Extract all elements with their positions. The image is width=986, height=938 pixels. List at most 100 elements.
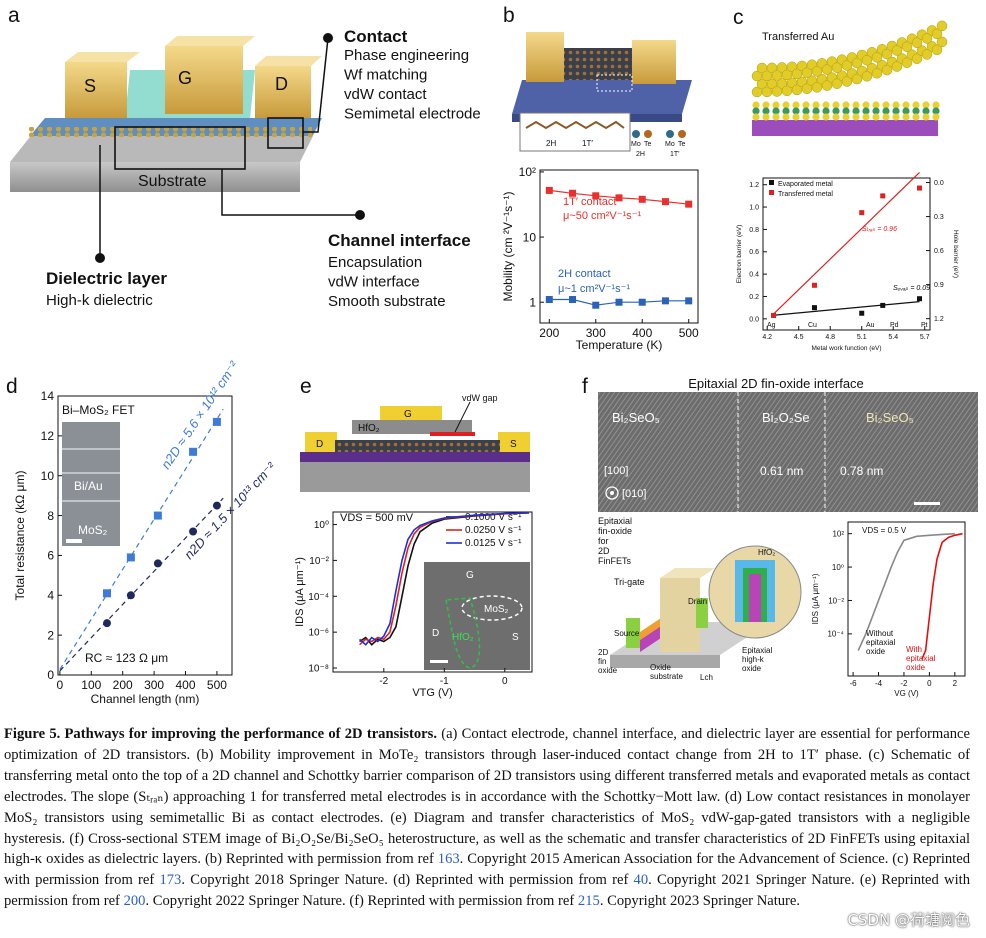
atom bbox=[792, 101, 800, 109]
y-tick-label: 0.2 bbox=[749, 294, 759, 301]
inset-label: G bbox=[466, 570, 474, 581]
annotation: μ~1 cm²V⁻¹s⁻¹ bbox=[558, 283, 630, 295]
marker bbox=[212, 417, 221, 426]
atom-legend: Mo bbox=[665, 141, 675, 148]
y-tick-label: 10⁻⁸ bbox=[308, 664, 329, 675]
y-tick-label: 1 bbox=[529, 295, 536, 309]
callout-item: vdW interface bbox=[328, 274, 420, 291]
series-line bbox=[359, 512, 530, 646]
caption-ref[interactable]: 215 bbox=[577, 893, 600, 910]
legend-swatch bbox=[769, 180, 774, 185]
atom bbox=[832, 113, 840, 121]
caption-ref[interactable]: 173 bbox=[159, 872, 182, 889]
callout-item: Encapsulation bbox=[328, 254, 422, 271]
au-atom bbox=[821, 80, 833, 91]
y-tick-label: 0 bbox=[47, 668, 54, 682]
au-atom bbox=[891, 61, 903, 72]
inset-label: MoS₂ bbox=[484, 604, 509, 615]
callout-title: Contact bbox=[344, 27, 408, 46]
y-tick-label: 10⁰ bbox=[314, 520, 329, 531]
x-tick-label: 5.7 bbox=[920, 334, 930, 341]
y-axis-label: Electron barrier (eV) bbox=[736, 225, 743, 284]
atom bbox=[882, 101, 890, 109]
fit-line bbox=[773, 172, 920, 315]
au-atom bbox=[851, 57, 863, 69]
atom bbox=[832, 107, 840, 115]
annotation: Ag bbox=[767, 322, 776, 329]
y-tick-label: 14 bbox=[41, 389, 55, 403]
stem-label: 0.61 nm bbox=[760, 464, 803, 478]
atom bbox=[822, 113, 830, 121]
au-atom bbox=[861, 71, 873, 82]
stem-label: Bi₂SeO₅ bbox=[612, 410, 660, 425]
x-tick-label: 300 bbox=[586, 326, 606, 340]
stem-label: 0.78 nm bbox=[840, 464, 883, 478]
atom-legend: Te bbox=[678, 141, 686, 148]
annotation: Sₑᵥₐₚ = 0.09 bbox=[893, 285, 930, 292]
atom bbox=[872, 113, 880, 121]
au-atom bbox=[911, 37, 923, 48]
device-label: vdW gap bbox=[462, 393, 498, 403]
y-tick-label: 10 bbox=[523, 230, 537, 244]
atom bbox=[772, 101, 780, 109]
caption-ref[interactable]: 163 bbox=[437, 851, 460, 868]
caption-text: . Copyright 2023 Springer Nature. bbox=[599, 893, 801, 910]
marker bbox=[189, 447, 198, 456]
atom bbox=[872, 101, 880, 109]
legend-swatch bbox=[769, 190, 774, 195]
x-axis-label: Metal work function (eV) bbox=[811, 345, 881, 352]
device-a bbox=[10, 33, 365, 263]
au-atom bbox=[891, 45, 903, 56]
atom bbox=[842, 107, 850, 115]
inset-label: S bbox=[512, 632, 519, 643]
callout-title: Dielectric layer bbox=[46, 269, 167, 288]
caption-ref[interactable]: 200 bbox=[123, 893, 146, 910]
marker bbox=[859, 310, 865, 316]
caption-title: Figure 5. Pathways for improving the per… bbox=[4, 726, 437, 742]
y-tick-label: 12 bbox=[41, 429, 55, 443]
y-tick-label: 1.0 bbox=[749, 205, 759, 212]
y-axis-label: IDS (μA μm⁻¹) bbox=[294, 557, 306, 627]
au-atom bbox=[861, 55, 873, 66]
device-label: S bbox=[510, 439, 517, 450]
y-axis-label: Mobility (cm ²V⁻¹s⁻¹) bbox=[501, 192, 515, 302]
y-tick-label: 10⁻⁶ bbox=[308, 628, 329, 639]
marker bbox=[126, 591, 135, 600]
y-tick-label: 10⁻² bbox=[828, 596, 844, 605]
caption-text: (a) Contact electrode, channel interface… bbox=[4, 726, 970, 868]
panel-letter: a bbox=[8, 4, 20, 27]
device-label: D bbox=[316, 439, 323, 450]
marker bbox=[811, 282, 817, 288]
caption-text: . Copyright 2021 Springer Nature. (e) Re… bbox=[4, 872, 970, 910]
atom bbox=[912, 113, 920, 121]
atom bbox=[872, 107, 880, 115]
y2-tick-label: 0.0 bbox=[934, 180, 944, 187]
atom bbox=[902, 113, 910, 121]
annotation: Cu bbox=[808, 322, 817, 329]
x-tick-label: 5.4 bbox=[888, 334, 898, 341]
x-tick-label: 400 bbox=[632, 326, 652, 340]
atom bbox=[912, 101, 920, 109]
au-atom bbox=[901, 57, 913, 68]
stem-label: Bi₂SeO₅ bbox=[866, 410, 914, 425]
au-atom bbox=[931, 28, 943, 40]
x-tick-label: 0 bbox=[502, 676, 508, 687]
x-tick-label: 0 bbox=[57, 678, 64, 692]
atom bbox=[812, 101, 820, 109]
marker bbox=[661, 198, 669, 206]
caption-ref[interactable]: 40 bbox=[633, 872, 649, 889]
callout-title: Channel interface bbox=[328, 231, 471, 250]
au-atom bbox=[871, 68, 883, 79]
chart: -6 -4 -2 0 2 10² 10⁰ 10⁻² 10⁻⁴ VG (V) IDS (μA μm⁻¹… bbox=[811, 521, 966, 698]
chart: 4.2 4.5 4.8 5.1 5.4 5.7 0.0 0.2 0.4 0.6 0.8 1.0 1.2 0… bbox=[736, 172, 959, 352]
chart: 0 100 200 300 400 500 0 2 4 6 8 10 12 14 Channel lengt… bbox=[13, 389, 233, 706]
series-line bbox=[857, 532, 955, 651]
atom bbox=[782, 101, 790, 109]
stem-label: [010] bbox=[622, 488, 646, 500]
atom bbox=[782, 113, 790, 121]
schematic-label: 2D fin oxide bbox=[598, 648, 618, 675]
marker bbox=[638, 298, 646, 306]
atom bbox=[752, 101, 760, 109]
